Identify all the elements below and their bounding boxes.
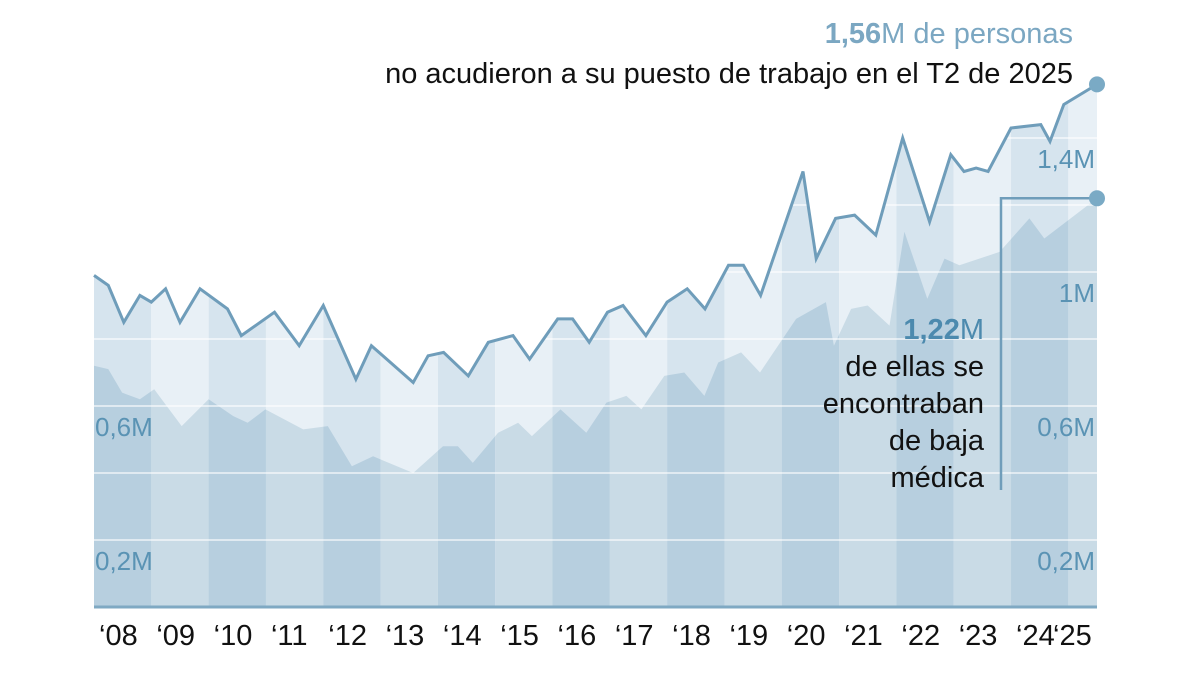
x-tick-label: ‘08 — [99, 620, 138, 652]
year-band — [953, 198, 1012, 607]
year-band — [1068, 198, 1097, 607]
x-tick-label: ‘14 — [443, 620, 482, 652]
annotation-line: de baja — [888, 425, 984, 457]
annotation-line: de ellas se — [845, 351, 984, 383]
headline-unit-text: M de personas — [881, 18, 1073, 50]
x-tick-label: ‘19 — [729, 620, 768, 652]
x-tick-label: ‘20 — [787, 620, 826, 652]
lower-area-bands — [94, 198, 1097, 607]
y-tick-label: 0,6M — [95, 412, 153, 442]
x-tick-labels: ‘08 ‘09 ‘10 ‘11 ‘12 ‘13 ‘14 ‘15 ‘16 ‘17 ‘18 ‘19 ‘20 ‘… — [99, 620, 1092, 652]
x-tick-label: ‘17 — [615, 620, 654, 652]
end-point-sick-leave — [1089, 190, 1105, 207]
headline-subtitle: no acudieron a su puesto de trabajo en e… — [385, 58, 1073, 90]
sick-leave-annotation: 1,22M de ellas se encontraban de baja mé… — [823, 312, 984, 497]
x-tick-label: ‘25 — [1053, 620, 1092, 652]
x-tick-label: ‘23 — [959, 620, 998, 652]
x-tick-label: ‘12 — [328, 620, 367, 652]
headline-number: 1,56 — [824, 18, 882, 50]
x-tick-label: ‘22 — [901, 620, 940, 652]
year-band — [323, 198, 381, 607]
x-tick-label: ‘10 — [214, 620, 253, 652]
annotation-value: 1,22M — [823, 312, 984, 349]
year-band — [1011, 198, 1069, 607]
year-band — [495, 198, 553, 607]
x-tick-label: ‘18 — [672, 620, 711, 652]
series-line-total — [93, 83, 1098, 385]
y-tick-labels: 0,2M 0,6M 0,2M 0,6M 1M 1,4M — [95, 144, 1095, 576]
annotation-line: encontraban — [822, 388, 984, 420]
headline-value: 1,56M de personas — [825, 18, 1073, 51]
x-tick-label: ‘13 — [386, 620, 425, 652]
x-tick-label: ‘15 — [500, 620, 539, 652]
x-tick-label: ‘21 — [844, 620, 883, 652]
annotation-connector — [999, 197, 1097, 490]
y-tick-label: 0,2M — [1037, 546, 1095, 576]
year-band — [552, 198, 610, 607]
x-tick-label: ‘16 — [558, 620, 597, 652]
year-band — [896, 198, 954, 607]
year-band — [437, 198, 496, 607]
y-tick-label: 1,4M — [1037, 144, 1095, 174]
y-tick-label: 1M — [1059, 278, 1095, 308]
annotation-number: 1,22 — [903, 314, 960, 346]
x-tick-label: ‘11 — [271, 620, 308, 652]
year-band — [380, 198, 438, 607]
annotation-line: médica — [890, 462, 985, 494]
y-tick-label: 0,6M — [1037, 412, 1095, 442]
x-tick-label: ‘09 — [156, 620, 195, 652]
y-tick-label: 0,2M — [95, 546, 153, 576]
end-point-total — [1089, 76, 1105, 93]
x-tick-label: ‘24 — [1016, 620, 1055, 652]
year-band — [265, 198, 324, 607]
annotation-unit: M — [959, 314, 984, 346]
year-band — [609, 198, 668, 607]
